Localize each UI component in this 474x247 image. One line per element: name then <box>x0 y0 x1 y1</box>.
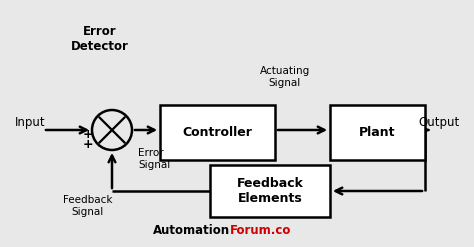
Text: Output: Output <box>419 116 460 128</box>
Text: Feedback
Elements: Feedback Elements <box>237 177 303 205</box>
Bar <box>160 105 275 160</box>
Text: Actuating
Signal: Actuating Signal <box>260 66 310 88</box>
Text: Error
Signal: Error Signal <box>138 148 170 170</box>
Text: Controller: Controller <box>182 125 252 139</box>
Text: Feedback
Signal: Feedback Signal <box>63 195 113 217</box>
Text: Input: Input <box>15 116 46 128</box>
Bar <box>330 105 425 160</box>
Text: Error
Detector: Error Detector <box>71 25 129 53</box>
Text: +: + <box>82 138 93 150</box>
Bar <box>210 165 330 217</box>
Text: Forum.co: Forum.co <box>230 224 292 237</box>
Text: +: + <box>82 127 93 141</box>
Text: Plant: Plant <box>359 125 395 139</box>
Text: Automation: Automation <box>153 224 230 237</box>
